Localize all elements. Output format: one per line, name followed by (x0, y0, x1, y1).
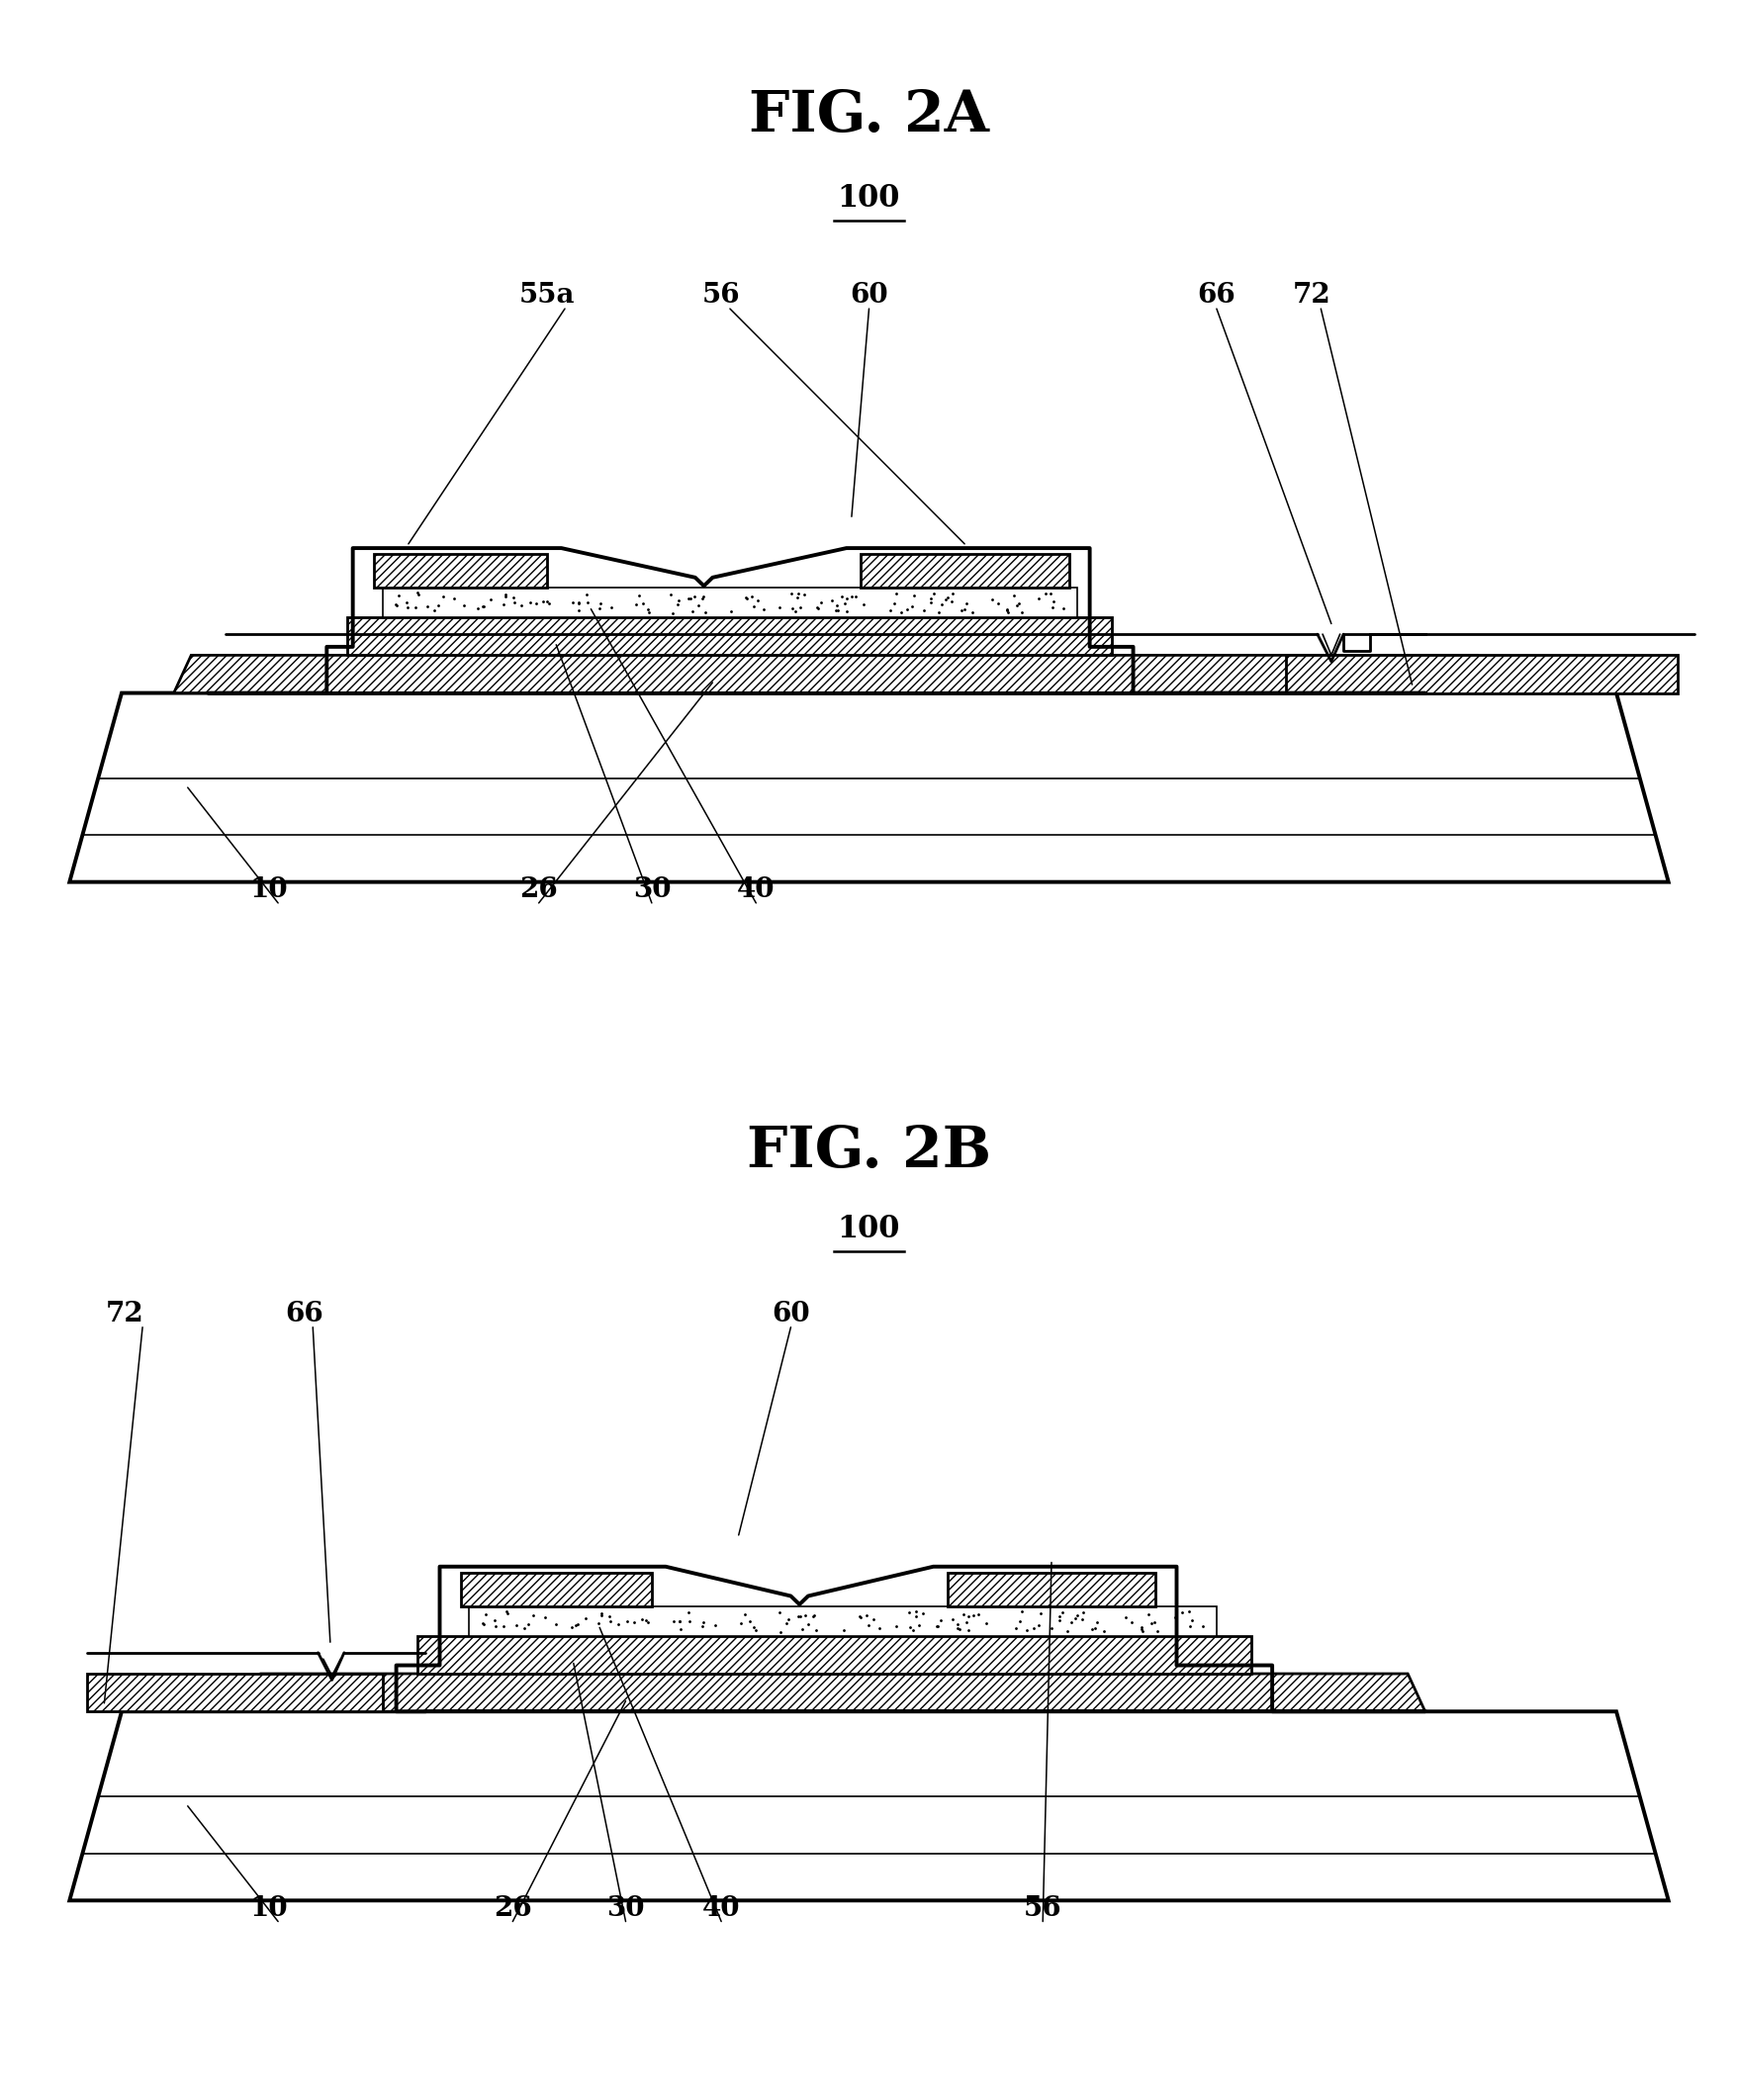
Text: 40: 40 (702, 1894, 740, 1922)
Text: 60: 60 (772, 1300, 810, 1327)
Polygon shape (461, 1573, 652, 1606)
Text: 26: 26 (494, 1894, 532, 1922)
Polygon shape (243, 1674, 1425, 1711)
Text: 10: 10 (250, 1894, 289, 1922)
Polygon shape (174, 655, 1495, 693)
Polygon shape (417, 1636, 1251, 1674)
Polygon shape (860, 554, 1069, 588)
Text: 60: 60 (850, 281, 888, 309)
Polygon shape (87, 1674, 382, 1711)
Text: 26: 26 (520, 876, 558, 903)
Text: 72: 72 (1293, 281, 1331, 309)
Text: 66: 66 (1197, 281, 1236, 309)
Text: 40: 40 (737, 876, 775, 903)
Text: 100: 100 (838, 183, 900, 214)
Polygon shape (70, 1711, 1668, 1900)
Polygon shape (348, 617, 1112, 655)
Text: 66: 66 (285, 1300, 323, 1327)
Text: 56: 56 (702, 281, 740, 309)
Text: 10: 10 (250, 876, 289, 903)
Text: 30: 30 (607, 1894, 645, 1922)
Text: 30: 30 (633, 876, 671, 903)
Polygon shape (947, 1573, 1156, 1606)
Polygon shape (374, 554, 547, 588)
Text: 100: 100 (838, 1214, 900, 1245)
Text: 56: 56 (1024, 1894, 1062, 1922)
Polygon shape (1286, 655, 1677, 693)
Polygon shape (469, 1606, 1217, 1636)
Text: FIG. 2B: FIG. 2B (747, 1124, 991, 1178)
Polygon shape (382, 588, 1078, 617)
Text: 55a: 55a (520, 281, 575, 309)
Text: 72: 72 (106, 1300, 144, 1327)
Polygon shape (70, 693, 1668, 882)
Text: FIG. 2A: FIG. 2A (749, 88, 989, 143)
